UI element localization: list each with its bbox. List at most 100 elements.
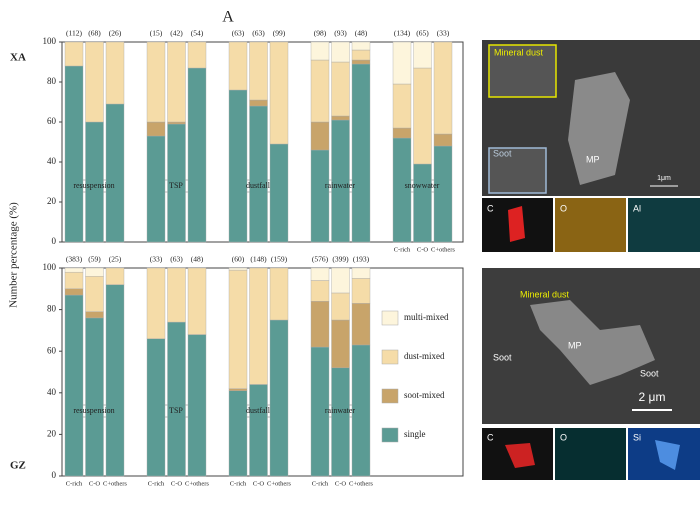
x-tick-label: C+others: [103, 480, 127, 487]
count-label: (65): [416, 29, 429, 38]
bar-segment: [269, 267, 289, 321]
count-label: (576): [312, 255, 329, 264]
map-label: O: [560, 432, 567, 442]
x-tick-label: C-rich: [148, 480, 165, 487]
bar-segment: [249, 105, 268, 243]
bar-segment: [64, 271, 84, 290]
x-tick-label: C+others: [431, 246, 455, 253]
group-label: TSP: [169, 406, 183, 415]
bar-segment: [351, 49, 371, 61]
count-label: (63): [170, 255, 183, 264]
count-label: (59): [88, 255, 101, 264]
y-tick-label: 40: [47, 387, 57, 397]
count-label: (159): [271, 255, 288, 264]
bar-segment: [228, 89, 248, 243]
count-label: (42): [170, 29, 183, 38]
bar-segment: [146, 135, 166, 243]
map: [555, 428, 626, 480]
count-label: (26): [109, 29, 122, 38]
count-label: (63): [252, 29, 265, 38]
bar-segment: [167, 121, 186, 125]
bar-segment: [433, 41, 453, 135]
bar-segment: [187, 267, 207, 335]
count-label: (98): [314, 29, 327, 38]
bar-segment: [331, 41, 350, 63]
count-label: (25): [109, 255, 122, 264]
inset: [488, 147, 547, 194]
count-label: (383): [66, 255, 83, 264]
map-label: O: [560, 203, 567, 213]
bar-segment: [433, 145, 453, 243]
bar-segment: [85, 311, 104, 319]
bar-segment: [392, 41, 412, 85]
bar-segment: [413, 41, 432, 69]
bar-segment: [105, 284, 125, 477]
x-tick-label: C-O: [253, 480, 265, 487]
bar-segment: [310, 121, 330, 151]
image-label: Soot: [493, 352, 512, 362]
map-label: C: [487, 203, 494, 213]
bar-segment: [331, 292, 350, 321]
count-label: (63): [232, 29, 245, 38]
panel-label: GZ: [10, 460, 26, 472]
y-tick-label: 100: [43, 262, 57, 272]
x-tick-label: C-rich: [312, 480, 329, 487]
image-label: Soot: [640, 368, 659, 378]
bar-segment: [167, 267, 186, 323]
x-tick-label: C-rich: [230, 480, 247, 487]
y-axis-label: Number percentage (%): [8, 202, 20, 308]
count-label: (15): [150, 29, 163, 38]
legend-swatch: [381, 349, 399, 365]
bar-segment: [310, 59, 330, 123]
x-tick-label: C-O: [89, 480, 101, 487]
x-tick-label: C+others: [267, 480, 291, 487]
y-tick-label: 20: [47, 196, 57, 206]
bar-segment: [413, 67, 432, 165]
group-label: dustfall: [246, 406, 271, 415]
image-label: MP: [568, 340, 582, 350]
particle: [530, 300, 655, 385]
bar-segment: [310, 267, 330, 281]
bar-segment: [187, 67, 207, 243]
map-particle: [505, 443, 535, 468]
bar-segment: [105, 267, 125, 285]
bar-segment: [187, 41, 207, 69]
legend-label: dust-mixed: [404, 351, 445, 361]
bar-segment: [228, 388, 248, 391]
bar-segment: [228, 390, 248, 477]
bar-segment: [269, 41, 289, 145]
bar-segment: [228, 41, 248, 91]
map: [555, 198, 626, 252]
y-tick-label: 60: [47, 116, 57, 126]
x-tick-label: C-O: [171, 480, 183, 487]
bar-segment: [351, 59, 371, 65]
bar-segment: [310, 280, 330, 302]
inset: [488, 44, 557, 98]
map-particle: [508, 206, 525, 242]
bar-segment: [310, 149, 330, 243]
bar-segment: [351, 267, 371, 279]
map-label: Si: [633, 432, 641, 442]
bar-segment: [269, 319, 289, 477]
micrographs: Mineral dust Soot MP 1μm C O Al Mineral …: [482, 40, 700, 480]
legend-label: single: [404, 429, 426, 439]
x-tick-label: C-rich: [394, 246, 411, 253]
bar-segment: [228, 267, 248, 271]
count-label: (399): [332, 255, 349, 264]
group-label: resuspension: [73, 406, 114, 415]
bar-segment: [433, 133, 453, 147]
count-label: (68): [88, 29, 101, 38]
bar-segment: [64, 288, 84, 296]
bar-segment: [105, 103, 125, 243]
bar-segment: [105, 41, 125, 105]
y-tick-label: 0: [52, 236, 57, 246]
group-label: TSP: [169, 181, 183, 190]
legend-swatch: [381, 427, 399, 443]
bar-segment: [85, 317, 104, 477]
image-label: Mineral dust: [494, 47, 544, 57]
bar-segment: [331, 367, 350, 477]
bar-segment: [392, 137, 412, 243]
bar-segment: [146, 267, 166, 339]
bar-segment: [167, 321, 186, 477]
